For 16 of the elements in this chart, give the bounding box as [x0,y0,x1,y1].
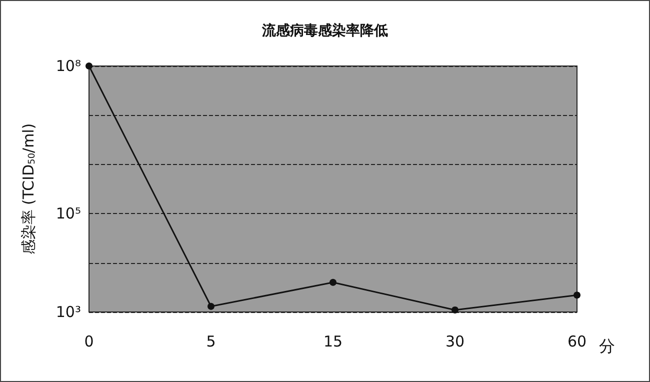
y-tick-label: 10⁵ [56,204,81,223]
point [330,278,336,286]
x-tick-label: 60 [567,332,587,350]
x-tick-label: 30 [445,332,465,350]
y-tick-label: 10³ [56,303,81,321]
y-tick-label: 10⁸ [56,57,81,75]
point [86,62,92,70]
point [208,302,214,310]
y-axis-title: 感染率 (TCID50/ml) [20,123,38,255]
point [452,306,458,314]
chart-title: 流感病毒感染率降低 [261,22,388,39]
x-tick-label: 0 [84,332,94,350]
x-axis-title: 分 [599,336,615,356]
x-tick-label: 5 [206,332,216,350]
point [574,292,580,299]
x-tick-label: 15 [323,332,343,350]
